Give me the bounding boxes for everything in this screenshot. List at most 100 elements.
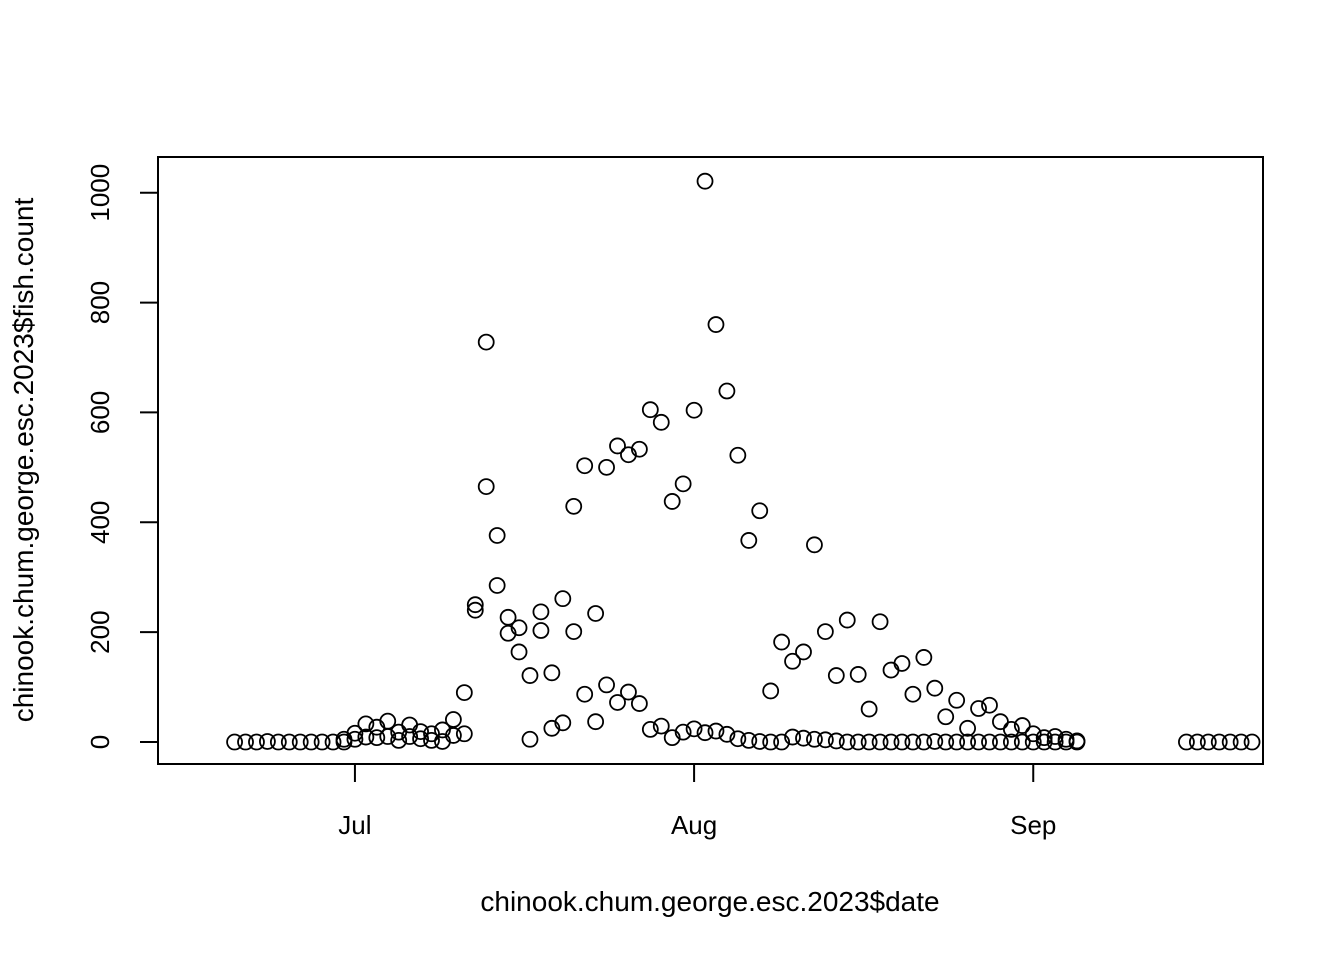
data-point bbox=[970, 733, 987, 751]
data-point bbox=[510, 643, 528, 661]
data-point bbox=[521, 667, 539, 684]
data-point bbox=[390, 731, 408, 749]
data-point bbox=[477, 478, 495, 495]
data-point bbox=[401, 728, 419, 745]
data-point bbox=[882, 661, 900, 679]
data-point bbox=[641, 720, 659, 738]
data-point bbox=[838, 733, 856, 751]
data-point bbox=[795, 729, 812, 747]
y-tick-label: 1000 bbox=[85, 164, 115, 222]
data-point bbox=[543, 719, 561, 737]
data-point bbox=[248, 733, 265, 751]
data-point bbox=[455, 684, 473, 701]
data-point bbox=[707, 722, 725, 740]
y-tick-label: 600 bbox=[85, 391, 115, 434]
data-point bbox=[718, 382, 736, 400]
data-point bbox=[226, 733, 243, 751]
data-point bbox=[466, 601, 484, 619]
data-point bbox=[1046, 728, 1064, 745]
data-point bbox=[477, 333, 495, 351]
data-point bbox=[751, 502, 769, 520]
data-point bbox=[455, 725, 473, 743]
data-point bbox=[762, 682, 780, 700]
data-point bbox=[280, 733, 298, 751]
data-point bbox=[1243, 733, 1261, 751]
y-axis: 0 200 400 600 800 1000 bbox=[85, 164, 159, 749]
data-point bbox=[849, 666, 867, 683]
data-point bbox=[816, 623, 834, 641]
x-tick-label: Jul bbox=[338, 810, 371, 840]
data-point bbox=[609, 437, 626, 455]
data-point bbox=[543, 664, 561, 682]
data-point bbox=[499, 624, 517, 642]
data-point bbox=[718, 725, 736, 743]
data-point bbox=[554, 714, 572, 732]
data-point bbox=[652, 717, 670, 735]
data-point bbox=[412, 723, 429, 740]
data-point bbox=[554, 590, 572, 608]
data-point bbox=[740, 731, 758, 749]
data-point bbox=[773, 733, 791, 751]
data-point bbox=[740, 532, 758, 549]
data-point bbox=[499, 608, 517, 626]
data-point bbox=[948, 691, 966, 709]
data-point bbox=[893, 733, 911, 751]
data-point bbox=[674, 723, 692, 741]
data-point bbox=[488, 577, 506, 594]
data-point bbox=[466, 596, 484, 614]
data-point bbox=[598, 458, 615, 476]
data-point bbox=[1068, 733, 1086, 751]
data-point bbox=[860, 700, 878, 718]
data-point bbox=[346, 730, 364, 748]
data-point bbox=[620, 683, 637, 701]
data-point bbox=[806, 536, 823, 554]
x-tick-label: Sep bbox=[1010, 810, 1056, 840]
data-point bbox=[357, 715, 375, 733]
data-point bbox=[259, 733, 276, 750]
data-point bbox=[959, 733, 977, 751]
data-point bbox=[357, 728, 375, 746]
data-point bbox=[1002, 733, 1020, 751]
data-point bbox=[313, 733, 331, 751]
data-point bbox=[346, 724, 364, 742]
data-point bbox=[696, 724, 714, 742]
data-point bbox=[959, 719, 977, 737]
data-point bbox=[663, 493, 681, 510]
data-point bbox=[751, 733, 769, 750]
data-point bbox=[532, 622, 550, 639]
data-point bbox=[915, 649, 933, 666]
data-point bbox=[434, 721, 451, 739]
data-point bbox=[937, 708, 955, 726]
data-point bbox=[1188, 733, 1206, 751]
data-point bbox=[795, 643, 812, 661]
data-point bbox=[521, 730, 539, 748]
data-point bbox=[806, 730, 823, 748]
data-point bbox=[565, 497, 583, 515]
data-point bbox=[981, 733, 998, 751]
data-point bbox=[1178, 733, 1195, 751]
data-point bbox=[1232, 733, 1250, 751]
data-point bbox=[871, 733, 889, 751]
data-point bbox=[565, 623, 583, 641]
data-point bbox=[488, 527, 506, 544]
data-point bbox=[444, 727, 462, 744]
data-point bbox=[827, 732, 845, 750]
data-point bbox=[576, 685, 594, 703]
data-point bbox=[685, 720, 703, 738]
data-point bbox=[1057, 733, 1075, 751]
data-point bbox=[827, 667, 845, 684]
data-point bbox=[510, 619, 528, 637]
data-point bbox=[784, 728, 801, 746]
data-point bbox=[532, 603, 550, 621]
data-point bbox=[784, 652, 801, 670]
data-point bbox=[423, 731, 440, 749]
data-point bbox=[729, 730, 747, 748]
y-axis-title: chinook.chum.george.esc.2023$fish.count bbox=[8, 197, 39, 722]
y-tick-label: 200 bbox=[85, 610, 115, 653]
data-point bbox=[882, 733, 900, 751]
data-point bbox=[1035, 729, 1053, 747]
data-point bbox=[849, 733, 867, 751]
data-point bbox=[576, 457, 594, 475]
y-tick-label: 0 bbox=[85, 735, 115, 749]
